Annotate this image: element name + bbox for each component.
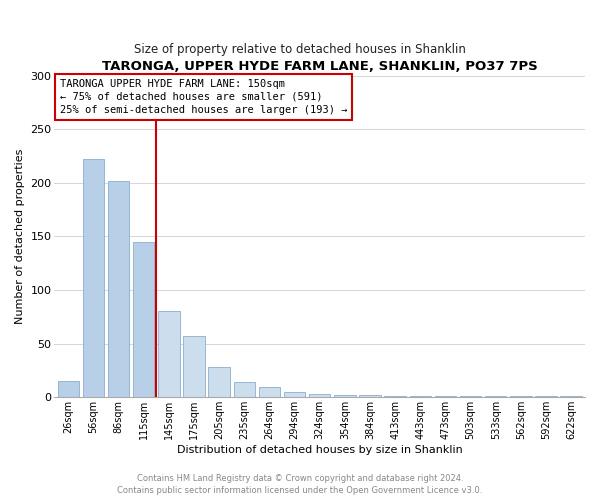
Y-axis label: Number of detached properties: Number of detached properties (15, 148, 25, 324)
Bar (535, 396, 557, 398)
Bar (108, 180, 129, 398)
Bar (158, 312, 179, 398)
Bar (485, 396, 506, 398)
X-axis label: Distribution of detached houses by size in Shanklin: Distribution of detached houses by size … (177, 445, 463, 455)
Bar (309, 394, 331, 398)
Text: Size of property relative to detached houses in Shanklin: Size of property relative to detached ho… (134, 42, 466, 56)
Text: Contains HM Land Registry data © Crown copyright and database right 2024.
Contai: Contains HM Land Registry data © Crown c… (118, 474, 482, 495)
Bar (410, 396, 431, 398)
Bar (385, 396, 406, 398)
Bar (233, 382, 255, 398)
Bar (83, 159, 104, 398)
Bar (510, 396, 532, 398)
Bar (334, 395, 356, 398)
Bar (184, 336, 205, 398)
Bar (359, 395, 381, 398)
Bar (133, 242, 154, 398)
Bar (460, 396, 481, 398)
Bar (259, 386, 280, 398)
Bar (284, 392, 305, 398)
Bar (435, 396, 456, 398)
Bar (208, 368, 230, 398)
Bar (560, 396, 582, 398)
Bar (58, 381, 79, 398)
Title: TARONGA, UPPER HYDE FARM LANE, SHANKLIN, PO37 7PS: TARONGA, UPPER HYDE FARM LANE, SHANKLIN,… (102, 60, 538, 73)
Text: TARONGA UPPER HYDE FARM LANE: 150sqm
← 75% of detached houses are smaller (591)
: TARONGA UPPER HYDE FARM LANE: 150sqm ← 7… (60, 79, 347, 115)
